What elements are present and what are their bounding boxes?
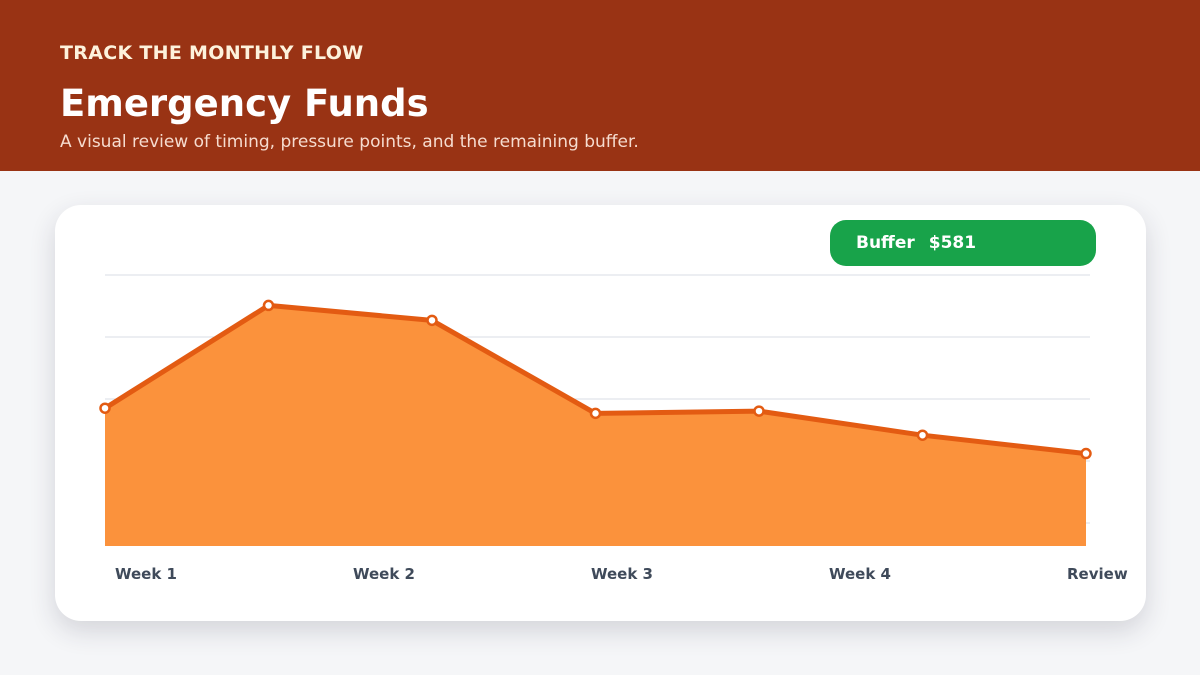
x-label-0: Week 1 (115, 565, 177, 583)
page-subtitle: A visual review of timing, pressure poin… (60, 132, 639, 152)
data-point-4 (753, 405, 765, 417)
x-axis-labels: Week 1 Week 2 Week 3 Week 4 Review (115, 565, 1128, 583)
data-point-5 (916, 429, 929, 441)
x-label-4: Review (1067, 565, 1128, 583)
data-point-1 (262, 299, 275, 312)
header-banner: TRACK THE MONTHLY FLOW Emergency Funds A… (0, 0, 1200, 171)
buffer-badge-label: Buffer (856, 233, 915, 253)
data-point-2 (426, 314, 438, 327)
data-point-0 (99, 402, 111, 414)
x-label-3: Week 4 (829, 565, 891, 583)
page-title: Emergency Funds (60, 82, 429, 125)
area-fill (105, 305, 1086, 546)
x-label-1: Week 2 (353, 565, 415, 583)
buffer-badge-value: $581 (928, 233, 977, 253)
buffer-badge: Buffer $581 (830, 220, 1096, 266)
x-label-2: Week 3 (591, 565, 653, 583)
data-point-6 (1080, 447, 1092, 460)
data-points (99, 299, 1092, 460)
eyebrow-text: TRACK THE MONTHLY FLOW (60, 42, 364, 64)
data-point-3 (589, 407, 602, 420)
